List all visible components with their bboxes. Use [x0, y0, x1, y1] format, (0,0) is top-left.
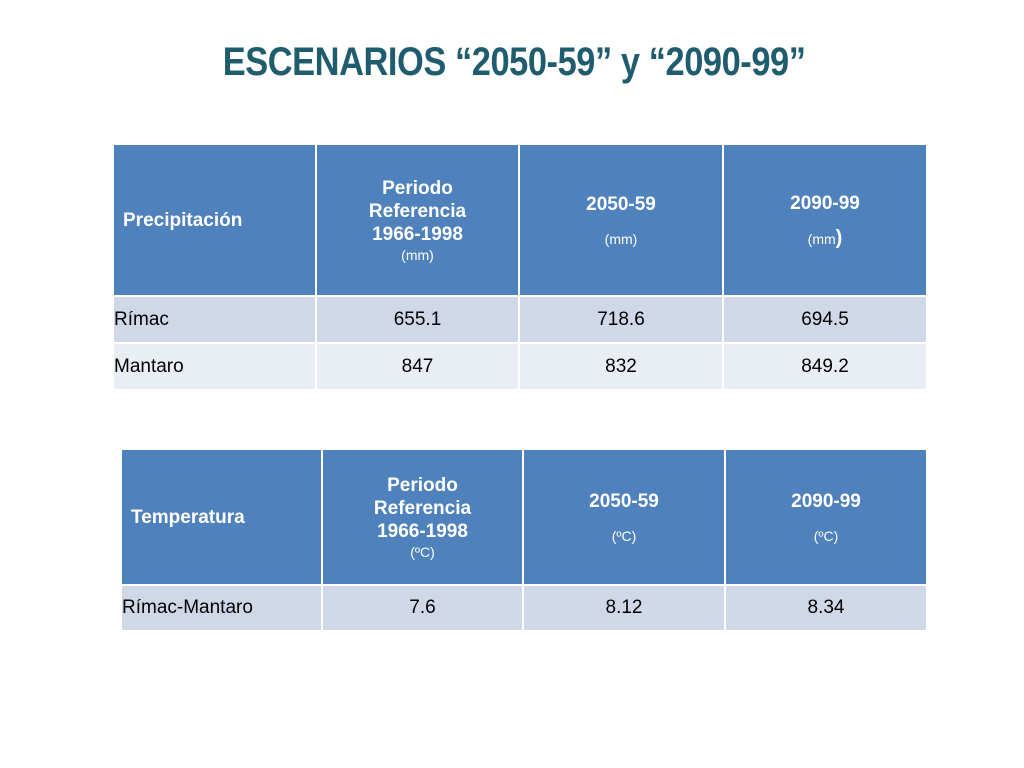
header-unit-open: (mm [807, 231, 836, 247]
header-reference-period: Periodo Referencia 1966-1998 (mm) [315, 143, 520, 297]
header-unit: (mm) [604, 230, 638, 247]
header-year: 2050-59 [586, 193, 656, 215]
row-label: Rímac-Mantaro [120, 584, 323, 632]
header-ref-line: 1966-1998 [372, 223, 463, 245]
header-year: 2090-99 [791, 490, 861, 512]
header-unit: (ºC) [611, 527, 637, 544]
header-2090-99: 2090-99 (mm) [722, 143, 928, 297]
precipitation-table: Precipitación Periodo Referencia 1966-19… [112, 143, 928, 391]
cell-2050-59: 8.12 [522, 584, 726, 632]
row-label: Mantaro [112, 342, 317, 391]
header-2050-59: 2050-59 (mm) [518, 143, 724, 297]
header-ref-line: 1966-1998 [377, 520, 468, 542]
header-year: 2090-99 [790, 193, 860, 214]
cell-2050-59: 832 [518, 342, 724, 391]
header-ref-line: Referencia [368, 200, 467, 222]
header-ref-line: Periodo [387, 474, 458, 496]
table-row: Mantaro 847 832 849.2 [112, 342, 928, 391]
header-2090-99: 2090-99 (ºC) [724, 448, 928, 586]
cell-reference: 847 [315, 342, 520, 391]
table-header-row: Precipitación Periodo Referencia 1966-19… [112, 143, 928, 297]
cell-2050-59: 718.6 [518, 295, 724, 344]
table-row: Rímac 655.1 718.6 694.5 [112, 295, 928, 344]
header-ref-line: Referencia [373, 497, 472, 519]
cell-2090-99: 694.5 [722, 295, 928, 344]
table-row: Rímac-Mantaro 7.6 8.12 8.34 [120, 584, 928, 632]
header-unit: (ºC) [813, 527, 839, 544]
table-header-row: Temperatura Periodo Referencia 1966-1998… [120, 448, 928, 586]
page-title: ESCENARIOS “2050-59” y “2090-99” [222, 40, 806, 84]
row-label: Rímac [112, 295, 317, 344]
temperature-table: Temperatura Periodo Referencia 1966-1998… [120, 448, 928, 632]
header-temperature: Temperatura [120, 448, 323, 586]
cell-2090-99: 8.34 [724, 584, 928, 632]
header-unit: (ºC) [410, 543, 435, 560]
header-2050-59: 2050-59 (ºC) [522, 448, 726, 586]
cell-reference: 7.6 [321, 584, 524, 632]
header-unit-close: ) [835, 227, 843, 249]
header-year: 2050-59 [589, 490, 659, 512]
header-precipitation: Precipitación [112, 143, 317, 297]
cell-reference: 655.1 [315, 295, 520, 344]
header-ref-line: Periodo [382, 177, 453, 199]
header-unit: (mm) [724, 227, 926, 249]
header-reference-period: Periodo Referencia 1966-1998 (ºC) [321, 448, 524, 586]
header-unit: (mm) [401, 246, 434, 263]
cell-2090-99: 849.2 [722, 342, 928, 391]
